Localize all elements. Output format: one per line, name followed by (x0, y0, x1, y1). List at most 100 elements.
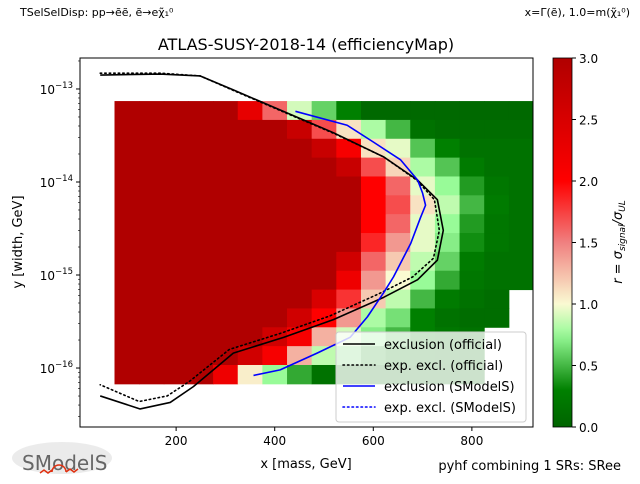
heatmap-cell (262, 251, 288, 272)
heatmap-cell (139, 157, 165, 177)
colorbar-tick-label: 1.0 (579, 298, 598, 312)
heatmap-cell (163, 308, 189, 328)
heatmap-cell (336, 195, 362, 215)
heatmap-cell (188, 327, 214, 347)
smodels-logo: SModelS (12, 442, 112, 475)
heatmap-cell (163, 176, 189, 196)
heatmap-cell (484, 251, 510, 272)
heatmap-cell (311, 251, 337, 272)
heatmap-cell (188, 119, 214, 140)
legend-box (335, 331, 527, 423)
heatmap-cell (484, 157, 510, 177)
heatmap-cell (385, 176, 411, 196)
heatmap-cell (410, 308, 436, 328)
heatmap-cell (237, 195, 263, 215)
heatmap-cell (484, 138, 510, 159)
y-tick-exponent: −13 (55, 81, 73, 91)
heatmap-cell (484, 289, 510, 309)
logo-text: SModelS (22, 451, 107, 475)
heatmap-cell (459, 119, 485, 140)
topology-label: TSelSelDisp: pp→ẽẽ, ẽ→eχ̃₁⁰ (19, 6, 174, 19)
y-tick-exponent: −16 (55, 360, 73, 370)
heatmap-cell (188, 138, 214, 159)
heatmap-cell (311, 176, 337, 196)
heatmap-cell (188, 346, 214, 366)
heatmap-cell (360, 251, 387, 272)
heatmap-cell (213, 195, 239, 215)
heatmap-cell (484, 233, 510, 253)
heatmap-cell (213, 138, 239, 159)
heatmap-cell (237, 233, 263, 253)
heatmap-cell (410, 119, 436, 140)
heatmap-cell (459, 176, 485, 196)
heatmap-cell (459, 233, 485, 253)
heatmap-cell (114, 119, 140, 140)
heatmap-cell (311, 289, 337, 309)
heatmap-cell (114, 346, 140, 366)
heatmap-cell (188, 308, 214, 328)
heatmap-cell (508, 233, 533, 253)
heatmap-cell (114, 308, 140, 328)
curve-exclusion-smodels (253, 110, 427, 377)
heatmap-cell (114, 289, 140, 309)
heatmap-cell (188, 157, 214, 177)
heatmap-cell (508, 195, 533, 215)
y-tick-base: 10 (40, 176, 55, 190)
heatmap-cell (262, 346, 288, 366)
heatmap-cell (163, 364, 189, 385)
heatmap-cell (139, 364, 165, 385)
colorbar-label-mid: /σ (611, 211, 626, 225)
heatmap-cell (385, 195, 411, 215)
x-axis-label: x [mass, GeV] (260, 457, 351, 472)
heatmap-cell (484, 119, 510, 140)
colorbar-tick-label: 2.5 (579, 114, 598, 128)
heatmap-cell (459, 214, 485, 234)
heatmap-cell (287, 214, 313, 234)
heatmap-cell (237, 214, 263, 234)
heatmap-cell (311, 157, 337, 177)
heatmap-cell (484, 214, 510, 234)
heatmap-cell (311, 214, 337, 234)
heatmap-cell (410, 233, 436, 253)
heatmap-cell (360, 176, 387, 196)
heatmap-cell (434, 251, 461, 272)
heatmap-cell (410, 214, 436, 234)
heatmap-cell (459, 157, 485, 177)
heatmap-cell (385, 101, 411, 121)
heatmap-cell (311, 364, 337, 385)
heatmap-cell (262, 195, 288, 215)
heatmap-cell (188, 251, 214, 272)
y-tick-base: 10 (40, 83, 55, 97)
heatmap-cell (360, 214, 387, 234)
heatmap-cell (311, 101, 337, 121)
heatmap-cell (262, 270, 288, 291)
heatmap-cell (336, 289, 362, 309)
heatmap-cell (484, 101, 510, 121)
y-tick-label: 10−14 (40, 174, 73, 190)
heatmap-cell (213, 346, 239, 366)
heatmap-cell (188, 214, 214, 234)
heatmap-cell (508, 119, 533, 140)
heatmap-cell (287, 233, 313, 253)
heatmap-cell (508, 138, 533, 159)
heatmap-cell (459, 195, 485, 215)
heatmap-cell (114, 251, 140, 272)
heatmap-cell (213, 233, 239, 253)
heatmap-cell (508, 176, 533, 196)
y-tick-label: 10−15 (40, 267, 73, 283)
heatmap-cell (287, 327, 313, 347)
heatmap-cell (237, 251, 263, 272)
y-tick-label: 10−13 (40, 81, 73, 97)
heatmap-cell (114, 157, 140, 177)
heatmap-cell (508, 157, 533, 177)
heatmap-cell (163, 270, 189, 291)
logo-squiggle-icon (39, 464, 79, 474)
heatmap-cell (114, 176, 140, 196)
legend-label: exclusion (official) (384, 338, 502, 353)
heatmap-cell (410, 138, 436, 159)
heatmap-cell (139, 327, 165, 347)
heatmap-cell (287, 138, 313, 159)
y-tick-base: 10 (40, 269, 55, 283)
heatmap-cell (262, 119, 288, 140)
heatmap-cell (360, 195, 387, 215)
